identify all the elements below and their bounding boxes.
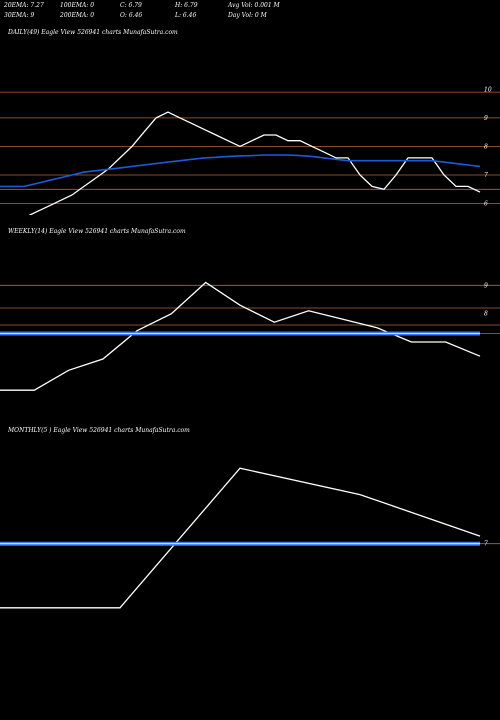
ema-line	[0, 154, 481, 188]
monthly-chart-title: MONTHLY(5 ) Eagle View 526941 charts Mun…	[8, 427, 190, 434]
header-avg-vol: Avg Vol: 0.001 M	[228, 2, 280, 9]
price-line	[28, 111, 481, 215]
daily-chart: 10 9 8 7 6	[0, 86, 500, 215]
weekly-chart-title: WEEKLY(14) Eagle View 526941 charts Muna…	[8, 228, 186, 235]
monthly-chart: 7	[0, 467, 500, 609]
header-day-vol: Day Vol: 0 M	[228, 12, 267, 19]
y-tick-label-0: 7	[484, 541, 488, 548]
header-30ema: 30EMA: 9	[4, 12, 35, 19]
price-line	[0, 281, 481, 391]
y-tick-label-3: 7	[484, 172, 488, 179]
header-low: L: 6.46	[175, 12, 197, 19]
y-tick-label-4: 6	[484, 201, 488, 208]
y-tick-label-0: 9	[484, 282, 488, 289]
header-high: H: 6.79	[175, 2, 198, 9]
y-tick-label-1: 9	[484, 115, 488, 122]
header-close: C: 6.79	[120, 2, 142, 9]
header-100ema: 100EMA: 0	[60, 2, 95, 9]
weekly-chart: 98	[0, 281, 500, 391]
header-200ema: 200EMA: 0	[60, 12, 95, 19]
price-line	[0, 467, 481, 609]
header-open: O: 6.46	[120, 12, 143, 19]
header-20ema: 20EMA: 7.27	[4, 2, 44, 9]
daily-chart-title: DAILY(49) Eagle View 526941 charts Munaf…	[8, 29, 178, 36]
y-tick-label-2: 8	[484, 143, 488, 150]
y-tick-label-1: 8	[484, 311, 488, 318]
y-tick-label-0: 10	[484, 86, 492, 93]
